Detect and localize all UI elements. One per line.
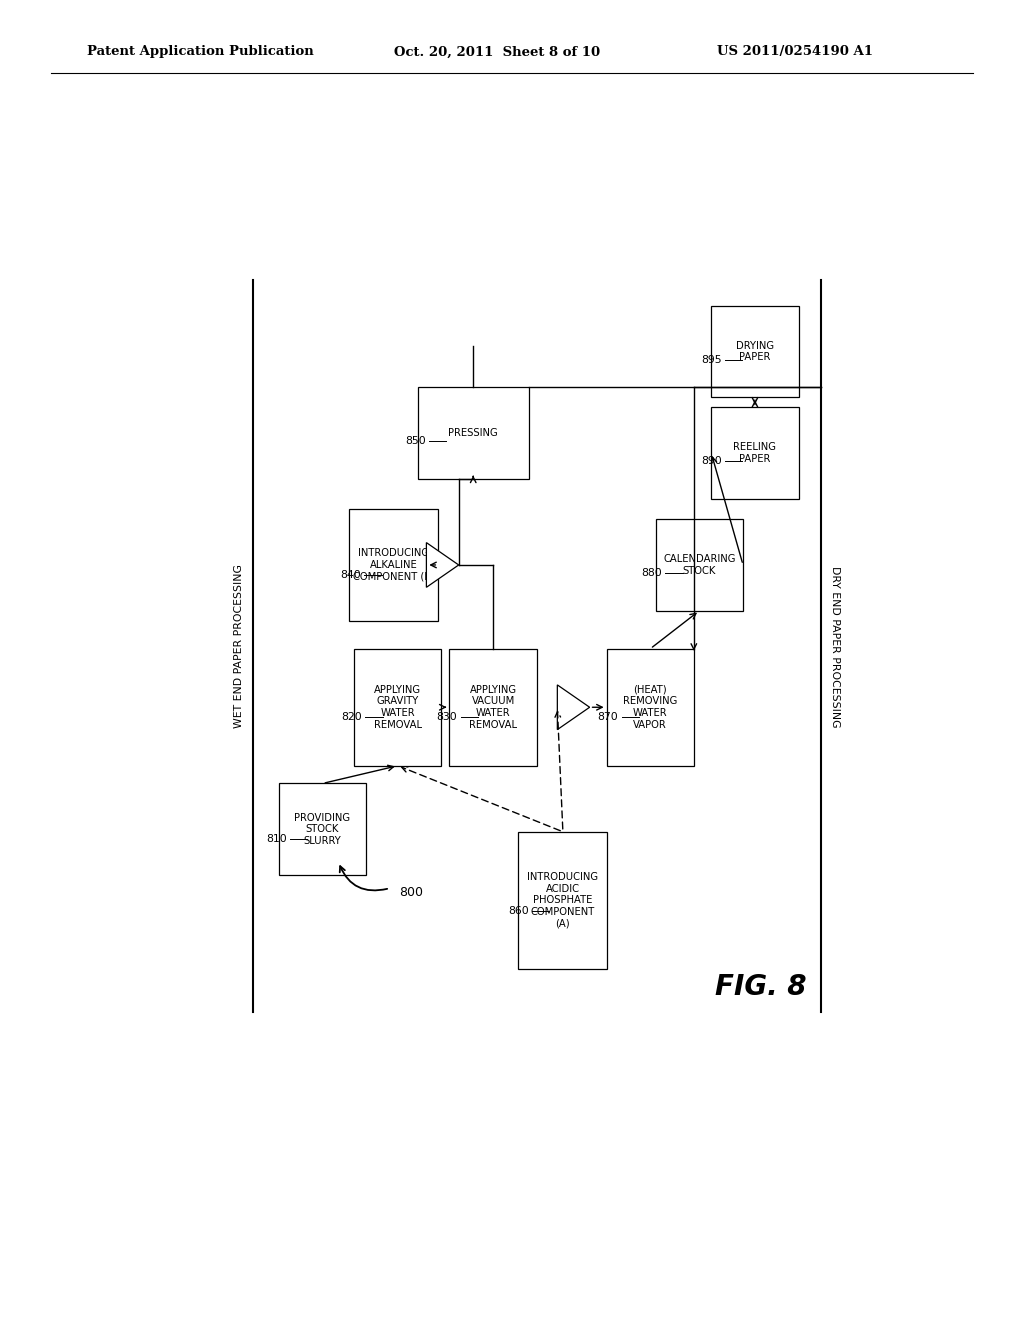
Text: 870: 870 (598, 713, 618, 722)
Text: PRESSING: PRESSING (449, 428, 498, 438)
Text: 810: 810 (266, 834, 287, 845)
Text: 820: 820 (341, 713, 362, 722)
FancyBboxPatch shape (354, 649, 441, 766)
Text: INTRODUCING
ALKALINE
COMPONENT (B): INTRODUCING ALKALINE COMPONENT (B) (353, 548, 435, 582)
Polygon shape (426, 543, 459, 587)
FancyBboxPatch shape (450, 649, 537, 766)
FancyBboxPatch shape (655, 519, 743, 611)
Text: (HEAT)
REMOVING
WATER
VAPOR: (HEAT) REMOVING WATER VAPOR (623, 685, 678, 730)
Text: 890: 890 (700, 457, 722, 466)
Text: 895: 895 (701, 355, 722, 364)
Text: APPLYING
GRAVITY
WATER
REMOVAL: APPLYING GRAVITY WATER REMOVAL (374, 685, 422, 730)
Text: 850: 850 (404, 436, 426, 446)
Text: REELING
PAPER: REELING PAPER (733, 442, 776, 463)
Text: 880: 880 (641, 568, 663, 578)
Text: DRYING
PAPER: DRYING PAPER (736, 341, 774, 362)
Text: PROVIDING
STOCK
SLURRY: PROVIDING STOCK SLURRY (294, 813, 350, 846)
Text: Oct. 20, 2011  Sheet 8 of 10: Oct. 20, 2011 Sheet 8 of 10 (394, 45, 600, 58)
Text: FIG. 8: FIG. 8 (715, 973, 807, 1001)
FancyBboxPatch shape (418, 387, 528, 479)
Text: APPLYING
VACUUM
WATER
REMOVAL: APPLYING VACUUM WATER REMOVAL (469, 685, 517, 730)
Text: 860: 860 (508, 906, 528, 916)
FancyBboxPatch shape (518, 832, 607, 969)
Text: US 2011/0254190 A1: US 2011/0254190 A1 (717, 45, 872, 58)
Text: WET END PAPER PROCESSING: WET END PAPER PROCESSING (234, 565, 244, 729)
Text: 830: 830 (436, 713, 458, 722)
FancyBboxPatch shape (349, 510, 438, 620)
Polygon shape (557, 685, 590, 730)
FancyBboxPatch shape (606, 649, 694, 766)
FancyBboxPatch shape (712, 408, 799, 499)
Text: 840: 840 (341, 570, 361, 579)
Text: 800: 800 (399, 886, 423, 899)
Text: Patent Application Publication: Patent Application Publication (87, 45, 313, 58)
Text: DRY END PAPER PROCESSING: DRY END PAPER PROCESSING (830, 565, 840, 727)
FancyBboxPatch shape (279, 784, 367, 875)
Text: INTRODUCING
ACIDIC
PHOSPHATE
COMPONENT
(A): INTRODUCING ACIDIC PHOSPHATE COMPONENT (… (527, 873, 598, 928)
FancyBboxPatch shape (712, 306, 799, 397)
Text: CALENDARING
STOCK: CALENDARING STOCK (664, 554, 735, 576)
